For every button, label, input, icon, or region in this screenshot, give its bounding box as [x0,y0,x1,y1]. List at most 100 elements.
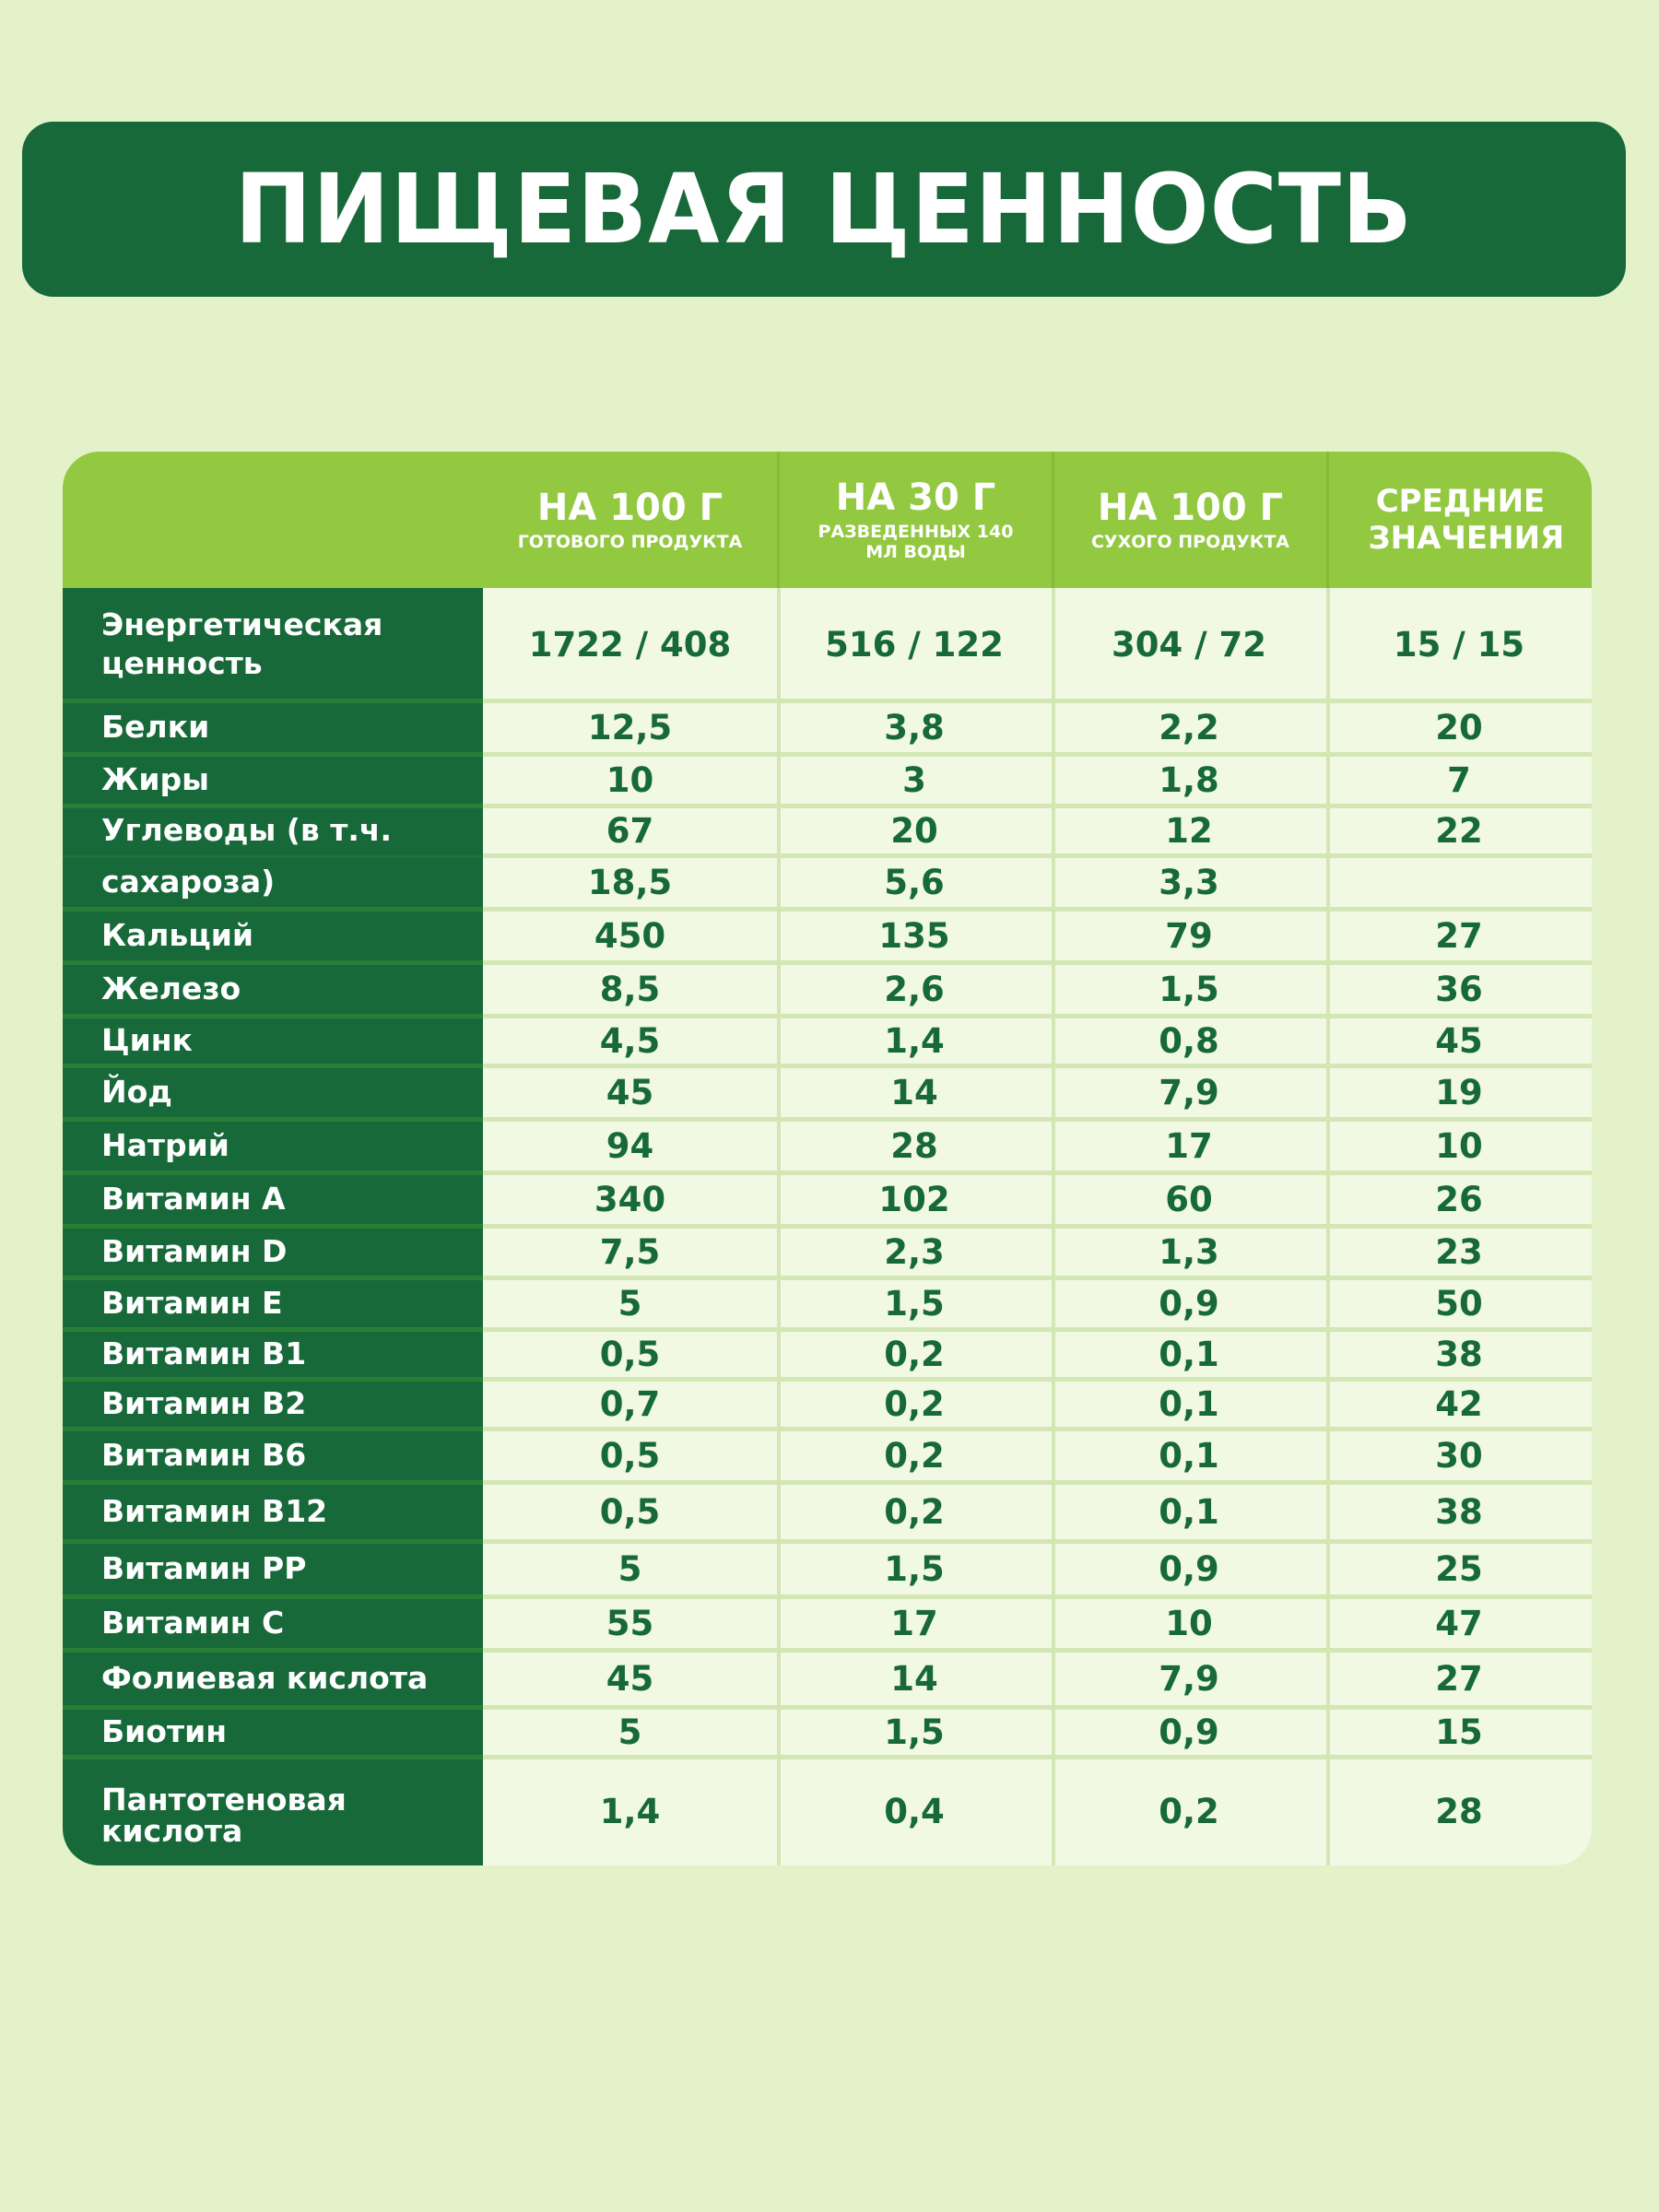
column-header-main: НА 30 Г [835,477,996,519]
value-cell: 0,5 [599,1334,661,1374]
value-cell: 1,8 [1159,759,1219,800]
value-cell: 20 [1435,707,1483,747]
value-cell: 2,3 [884,1231,945,1272]
row-divider [483,699,1592,703]
value-cell: 0,1 [1159,1383,1219,1424]
value-cell: 2,6 [884,969,945,1009]
column-header-diluted-30g: НА 30 Г РАЗВЕДЕННЫХ 140 МЛ ВОДЫ [780,452,1052,588]
value-cell: 25 [1435,1548,1483,1589]
row-label: Кальций [101,917,253,953]
value-cell: 1,4 [599,1791,661,1831]
row-divider [483,804,1592,808]
row-divider [483,1594,1592,1599]
value-cell: 1,5 [884,1548,945,1589]
value-cell: 7,9 [1159,1072,1219,1112]
value-cell: 1722 / 408 [528,624,732,665]
table-row: Витамин A 340 102 60 26 [63,1172,1592,1229]
value-cell: 27 [1435,915,1483,956]
row-divider [63,1224,483,1229]
table-row: Витамин D 7,5 2,3 1,3 23 [63,1226,1592,1280]
row-divider [63,1327,483,1332]
value-cell: 0,1 [1159,1435,1219,1476]
value-cell: 1,4 [884,1020,945,1061]
table-row: Витамин E 5 1,5 0,9 50 [63,1277,1592,1332]
row-divider [483,1377,1592,1382]
value-cell: 0,2 [884,1334,945,1374]
row-divider [483,1327,1592,1332]
table-row: Пантотеновая кислота 1,4 0,4 0,2 28 [63,1757,1592,1865]
row-label: Витамин B12 [101,1493,328,1529]
value-cell: 14 [890,1072,938,1112]
value-cell: 50 [1435,1283,1483,1324]
row-divider [483,907,1592,912]
value-cell: 0,5 [599,1435,661,1476]
row-divider [63,1171,483,1175]
row-label: Белки [101,709,210,745]
value-cell: 10 [606,759,654,800]
column-header-main: СРЕДНИЕ ЗНАЧЕНИЯ [1368,483,1565,557]
value-cell: 3,3 [1159,862,1219,902]
value-cell: 0,9 [1159,1548,1219,1589]
value-cell: 30 [1435,1435,1483,1476]
table-row: Жиры 10 3 1,8 7 [63,754,1592,808]
row-divider [483,853,1592,858]
table-row: Йод 45 14 7,9 19 [63,1065,1592,1122]
row-label: Витамин D [101,1233,288,1269]
column-header-sub: ГОТОВОГО ПРОДУКТА [517,532,743,552]
row-divider [63,907,483,912]
value-cell: 4,5 [599,1020,661,1061]
value-cell: 0,9 [1159,1712,1219,1752]
value-cell: 5 [618,1548,642,1589]
value-cell: 7 [1447,759,1471,800]
column-header-sub: СУХОГО ПРОДУКТА [1090,532,1289,552]
value-cell: 1,5 [884,1712,945,1752]
value-cell: 94 [606,1125,654,1166]
value-cell: 67 [606,810,654,851]
table-row: Энергетическая ценность 1722 / 408 516 / 1… [63,588,1592,703]
value-cell: 15 [1435,1712,1483,1752]
table-row: Витамин C 55 17 10 47 [63,1596,1592,1653]
column-header-sub: РАЗВЕДЕННЫХ 140 МЛ ВОДЫ [818,522,1014,562]
header-divider [1326,452,1329,588]
row-label: Витамин E [101,1285,283,1321]
value-cell: 340 [594,1179,666,1219]
value-cell: 45 [606,1658,654,1699]
row-divider [483,1064,1592,1068]
value-cell: 5 [618,1283,642,1324]
value-cell: 45 [606,1072,654,1112]
value-cell: 7,5 [599,1231,661,1272]
row-label: Йод [101,1074,172,1110]
value-cell: 45 [1435,1020,1483,1061]
row-divider [63,699,483,703]
row-divider [483,960,1592,965]
table-row: Витамин B1 0,5 0,2 0,1 38 [63,1329,1592,1382]
value-cell: 47 [1435,1603,1483,1643]
row-divider [483,1648,1592,1653]
row-divider [63,1064,483,1068]
row-divider [63,960,483,965]
title-banner: ПИЩЕВАЯ ЦЕННОСТЬ [22,122,1626,297]
value-cell: 60 [1165,1179,1213,1219]
value-cell: 38 [1435,1491,1483,1532]
row-label: Цинк [101,1022,193,1058]
column-header-ready-100g: НА 100 Г ГОТОВОГО ПРОДУКТА [483,452,777,588]
row-divider [63,1427,483,1431]
value-cell [1326,855,1592,909]
table-row: сахароза) 18,5 5,6 3,3 [63,855,1592,912]
table-row: Фолиевая кислота 45 14 7,9 27 [63,1650,1592,1710]
row-label: Жиры [101,761,209,797]
value-cell: 15 / 15 [1393,624,1525,665]
page-title: ПИЩЕВАЯ ЦЕННОСТЬ [234,153,1414,265]
value-cell: 36 [1435,969,1483,1009]
value-cell: 0,1 [1159,1334,1219,1374]
value-cell: 12 [1165,810,1213,851]
value-cell: 26 [1435,1179,1483,1219]
row-divider [63,752,483,757]
table-row: Витамин B12 0,5 0,2 0,1 38 [63,1482,1592,1544]
value-cell: 18,5 [587,862,673,902]
value-cell: 10 [1165,1603,1213,1643]
value-cell: 102 [878,1179,950,1219]
row-divider [63,855,483,858]
row-label: Железо [101,971,241,1006]
row-divider [483,1427,1592,1431]
